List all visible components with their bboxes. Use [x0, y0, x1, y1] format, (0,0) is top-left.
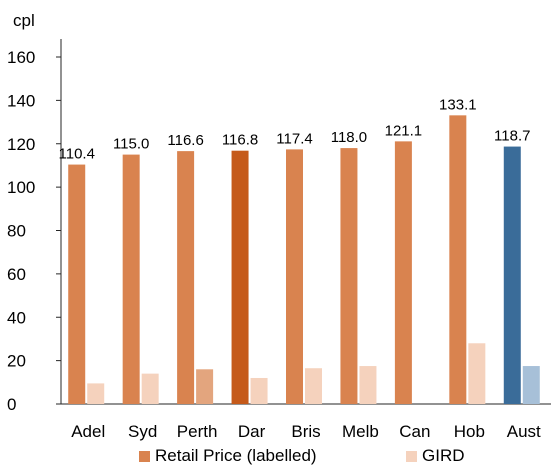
y-axis-unit-label: cpl: [13, 11, 35, 30]
bar-retail-syd: [122, 154, 140, 404]
y-tick-label: 0: [7, 395, 16, 414]
y-tick-label: 20: [7, 352, 26, 371]
bar-gird-bris: [305, 368, 322, 404]
y-tick-label: 120: [7, 135, 35, 154]
x-category-label: Can: [399, 422, 430, 441]
bar-gird-aust: [522, 366, 540, 404]
bar-gird-adel: [87, 383, 105, 404]
data-label-retail: 115.0: [113, 136, 149, 153]
bar-retail-can: [394, 141, 412, 404]
legend-item-gird: GIRD: [406, 446, 465, 466]
data-label-retail: 116.8: [222, 132, 258, 149]
y-tick-label: 80: [7, 222, 26, 241]
bar-gird-hob: [468, 343, 486, 404]
y-tick-label: 40: [7, 308, 26, 327]
x-category-label: Adel: [71, 422, 105, 441]
bar-gird-syd: [141, 373, 159, 404]
chart-legend: Retail Price (labelled) GIRD: [0, 446, 552, 468]
x-category-label: Melb: [342, 422, 379, 441]
data-label-retail: 118.0: [331, 129, 367, 146]
bar-gird-dar: [250, 377, 268, 404]
bar-retail-perth: [177, 151, 195, 404]
x-category-label: Bris: [291, 422, 320, 441]
legend-label-gird: GIRD: [422, 446, 465, 465]
bar-retail-adel: [68, 164, 86, 404]
data-label-retail: 117.4: [276, 130, 312, 147]
bar-retail-aust: [503, 146, 521, 404]
legend-label-retail: Retail Price (labelled): [155, 446, 317, 465]
y-tick-label: 60: [7, 265, 26, 284]
legend-item-retail: Retail Price (labelled): [139, 446, 317, 466]
y-tick-label: 140: [7, 91, 35, 110]
bar-retail-bris: [286, 149, 303, 404]
legend-swatch-retail: [139, 450, 150, 462]
y-tick-label: 160: [7, 48, 35, 67]
x-category-label: Hob: [454, 422, 485, 441]
data-label-retail: 110.4: [59, 146, 95, 163]
y-tick-label: 100: [7, 178, 35, 197]
data-label-retail: 121.1: [385, 122, 423, 139]
data-label-retail: 116.6: [167, 132, 203, 149]
bar-chart: 0 20 40 60 80 100 120 140 160 110.4 Adel 115.0 Syd 11…: [7, 39, 551, 441]
x-category-label: Aust: [507, 422, 541, 441]
bar-gird-perth: [196, 369, 214, 404]
x-category-label: Syd: [128, 422, 157, 441]
bar-gird-melb: [359, 366, 377, 404]
data-label-retail: 133.1: [439, 96, 477, 113]
x-category-label: Perth: [177, 422, 218, 441]
data-label-retail: 118.7: [494, 128, 530, 145]
bar-retail-hob: [449, 115, 467, 404]
x-category-label: Dar: [238, 422, 266, 441]
bar-retail-melb: [340, 148, 358, 404]
bar-retail-dar: [231, 150, 249, 404]
legend-swatch-gird: [406, 450, 417, 462]
